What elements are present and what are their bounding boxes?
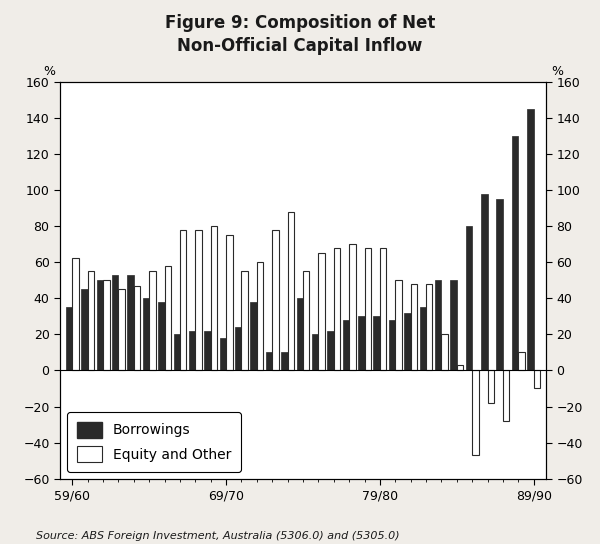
- Bar: [97, 280, 103, 370]
- Bar: [158, 302, 164, 370]
- Bar: [196, 230, 202, 370]
- Bar: [226, 235, 233, 370]
- Bar: [266, 353, 272, 370]
- Bar: [73, 258, 79, 370]
- Bar: [435, 280, 442, 370]
- Bar: [127, 275, 134, 370]
- Legend: Borrowings, Equity and Other: Borrowings, Equity and Other: [67, 412, 241, 472]
- Bar: [149, 271, 155, 370]
- Bar: [365, 248, 371, 370]
- Bar: [419, 307, 426, 370]
- Bar: [88, 271, 94, 370]
- Bar: [319, 253, 325, 370]
- Bar: [349, 244, 356, 370]
- Bar: [404, 313, 410, 370]
- Bar: [173, 335, 180, 370]
- Bar: [533, 370, 540, 388]
- Bar: [334, 248, 340, 370]
- Bar: [103, 280, 110, 370]
- Bar: [389, 320, 395, 370]
- Bar: [503, 370, 509, 421]
- Bar: [180, 230, 187, 370]
- Bar: [472, 370, 479, 455]
- Bar: [410, 284, 417, 370]
- Bar: [328, 331, 334, 370]
- Bar: [81, 289, 88, 370]
- Bar: [296, 298, 303, 370]
- Bar: [488, 370, 494, 403]
- Bar: [241, 271, 248, 370]
- Bar: [66, 307, 73, 370]
- Bar: [343, 320, 349, 370]
- Bar: [518, 353, 525, 370]
- Bar: [496, 199, 503, 370]
- Bar: [481, 194, 488, 370]
- Bar: [118, 289, 125, 370]
- Bar: [426, 284, 433, 370]
- Bar: [451, 280, 457, 370]
- Text: %: %: [43, 65, 55, 78]
- Bar: [380, 248, 386, 370]
- Text: %: %: [551, 65, 563, 78]
- Bar: [134, 286, 140, 370]
- Bar: [257, 262, 263, 370]
- Bar: [442, 335, 448, 370]
- Bar: [211, 226, 217, 370]
- Bar: [527, 109, 533, 370]
- Bar: [312, 335, 319, 370]
- Bar: [235, 327, 241, 370]
- Bar: [220, 338, 226, 370]
- Bar: [204, 331, 211, 370]
- Bar: [281, 353, 287, 370]
- Bar: [457, 365, 463, 370]
- Bar: [250, 302, 257, 370]
- Text: Figure 9: Composition of Net
Non-Official Capital Inflow: Figure 9: Composition of Net Non-Officia…: [165, 14, 435, 55]
- Bar: [272, 230, 278, 370]
- Bar: [189, 331, 196, 370]
- Bar: [164, 265, 171, 370]
- Bar: [303, 271, 310, 370]
- Bar: [287, 212, 294, 370]
- Bar: [373, 316, 380, 370]
- Bar: [112, 275, 118, 370]
- Bar: [143, 298, 149, 370]
- Bar: [395, 280, 402, 370]
- Bar: [466, 226, 472, 370]
- Bar: [512, 136, 518, 370]
- Bar: [358, 316, 365, 370]
- Text: Source: ABS Foreign Investment, Australia (5306.0) and (5305.0): Source: ABS Foreign Investment, Australi…: [36, 531, 400, 541]
